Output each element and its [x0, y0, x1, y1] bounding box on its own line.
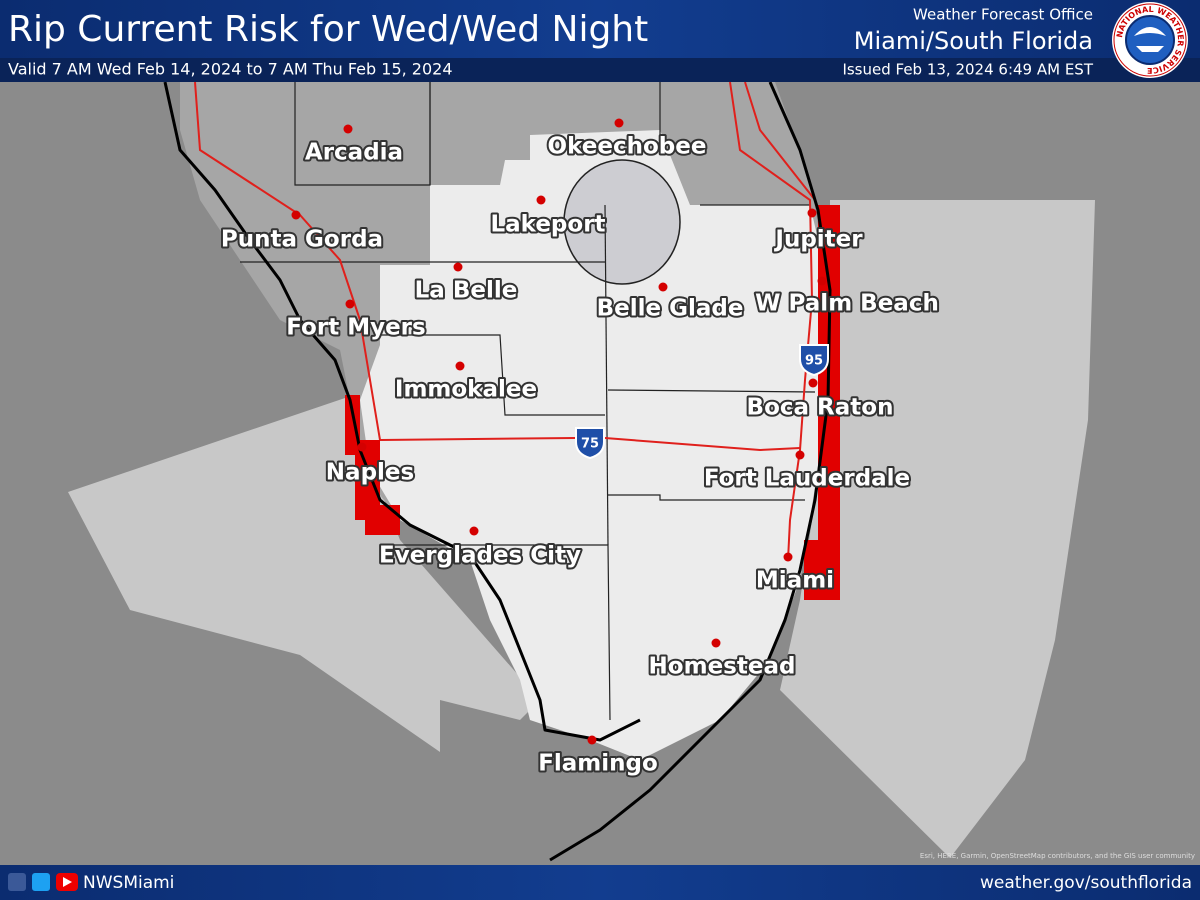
city-dot — [536, 195, 546, 205]
city-dot — [614, 118, 624, 128]
city-dot — [453, 262, 463, 272]
highway-label: 75 — [581, 437, 599, 452]
city-dot — [711, 638, 721, 648]
nws-logo: NATIONAL WEATHER SERVICE — [1112, 2, 1188, 78]
city-dot — [455, 361, 465, 371]
social-handle[interactable]: NWSMiami — [83, 873, 174, 893]
city-label: Belle Glade — [597, 296, 744, 322]
valid-time: Valid 7 AM Wed Feb 14, 2024 to 7 AM Thu … — [8, 60, 453, 79]
subheader-bar — [0, 58, 1200, 82]
city-dot — [807, 208, 817, 218]
highway-95: 95 — [799, 344, 829, 377]
city-dot — [783, 552, 793, 562]
city-label: La Belle — [415, 278, 518, 304]
roads — [194, 81, 816, 561]
city-dot — [808, 378, 818, 388]
issued-time: Issued Feb 13, 2024 6:49 AM EST — [842, 61, 1093, 79]
city-label: Okeechobee — [548, 134, 707, 160]
header-bar — [0, 0, 1200, 58]
city-label: Punta Gorda — [221, 227, 383, 253]
city-dot — [357, 442, 367, 452]
lake-okeechobee — [563, 159, 681, 285]
cities: Arcadia Okeechobee Punta Gorda Lakeport Jupi… — [219, 118, 941, 779]
highway-label: 95 — [805, 354, 823, 369]
city-label: Jupiter — [773, 227, 863, 253]
office-name: Miami/South Florida — [854, 27, 1093, 55]
city-dot — [817, 276, 827, 286]
city-label: Everglades City — [379, 543, 581, 569]
youtube-play — [63, 877, 72, 887]
city-label: Fort Lauderdale — [704, 466, 910, 492]
website[interactable]: weather.gov/southflorida — [980, 873, 1192, 893]
city-dot — [291, 210, 301, 220]
city-dot — [587, 735, 597, 745]
city-dot — [345, 299, 355, 309]
city-label: W Palm Beach — [755, 291, 939, 317]
attribution: Esri, HERE, Garmin, OpenStreetMap contri… — [920, 852, 1195, 860]
gulf-marine-zone — [68, 398, 540, 752]
atlantic-marine-zone — [780, 200, 1095, 858]
east-coastline — [549, 81, 832, 862]
city-dot — [658, 282, 668, 292]
city-label: Immokalee — [395, 377, 537, 403]
city-label: Lakeport — [490, 212, 605, 238]
city-label: Flamingo — [538, 751, 658, 777]
city-label: Naples — [326, 460, 414, 486]
city-label: Fort Myers — [286, 315, 425, 341]
city-label: Miami — [756, 568, 834, 594]
city-label: Arcadia — [305, 140, 403, 166]
city-label: Boca Raton — [747, 395, 894, 421]
facebook-icon[interactable] — [8, 873, 26, 891]
office-label: Weather Forecast Office — [913, 6, 1093, 24]
highway-75: 75 — [575, 427, 605, 460]
city-dot — [469, 526, 479, 536]
footer-bar — [0, 865, 1200, 900]
city-dot — [343, 124, 353, 134]
twitter-icon[interactable] — [32, 873, 50, 891]
city-label: Homestead — [649, 654, 796, 680]
city-dot — [795, 450, 805, 460]
title: Rip Current Risk for Wed/Wed Night — [8, 9, 648, 50]
county-lines — [240, 82, 816, 721]
west-coastline — [163, 81, 641, 742]
